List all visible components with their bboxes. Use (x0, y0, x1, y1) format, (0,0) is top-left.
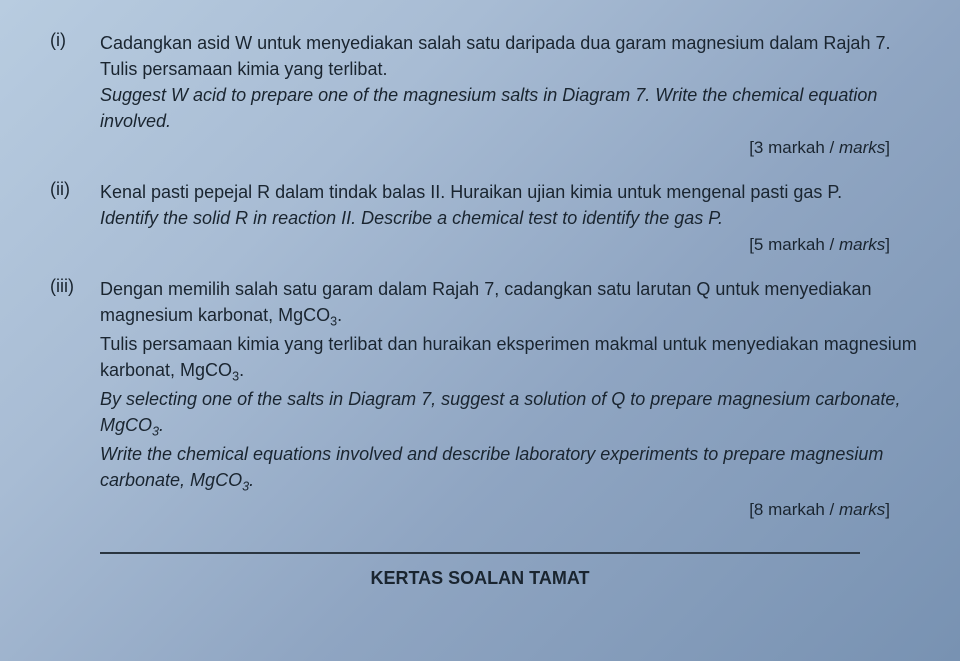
question-number: (ii) (40, 179, 100, 258)
text-malay-2: Tulis persamaan kimia yang terlibat dan … (100, 331, 920, 386)
text-malay: Cadangkan asid W untuk menyediakan salah… (100, 30, 920, 82)
marks-number: 3 (754, 138, 763, 157)
marks-line: [3 markah / marks] (100, 136, 920, 161)
footer-text: KERTAS SOALAN TAMAT (40, 568, 920, 589)
text-english-1: By selecting one of the salts in Diagram… (100, 386, 920, 441)
text-english: Suggest W acid to prepare one of the mag… (100, 82, 920, 134)
marks-word-my: markah (768, 138, 825, 157)
question-iii: (iii) Dengan memilih salah satu garam da… (40, 276, 920, 522)
question-body: Cadangkan asid W untuk menyediakan salah… (100, 30, 920, 161)
text-english-2: Write the chemical equations involved an… (100, 441, 920, 496)
marks-number: 5 (754, 235, 763, 254)
text-malay-1: Dengan memilih salah satu garam dalam Ra… (100, 276, 920, 331)
marks-word-en: marks (839, 138, 885, 157)
text-english: Identify the solid R in reaction II. Des… (100, 205, 920, 231)
marks-word-en: marks (839, 500, 885, 519)
marks-word-my: markah (768, 500, 825, 519)
text-malay: Kenal pasti pepejal R dalam tindak balas… (100, 179, 920, 205)
marks-word-my: markah (768, 235, 825, 254)
marks-line: [8 markah / marks] (100, 498, 920, 523)
question-body: Kenal pasti pepejal R dalam tindak balas… (100, 179, 920, 258)
question-ii: (ii) Kenal pasti pepejal R dalam tindak … (40, 179, 920, 258)
question-body: Dengan memilih salah satu garam dalam Ra… (100, 276, 920, 522)
marks-number: 8 (754, 500, 763, 519)
divider-line (100, 552, 860, 554)
question-number: (i) (40, 30, 100, 161)
marks-word-en: marks (839, 235, 885, 254)
question-number: (iii) (40, 276, 100, 522)
marks-line: [5 markah / marks] (100, 233, 920, 258)
question-i: (i) Cadangkan asid W untuk menyediakan s… (40, 30, 920, 161)
